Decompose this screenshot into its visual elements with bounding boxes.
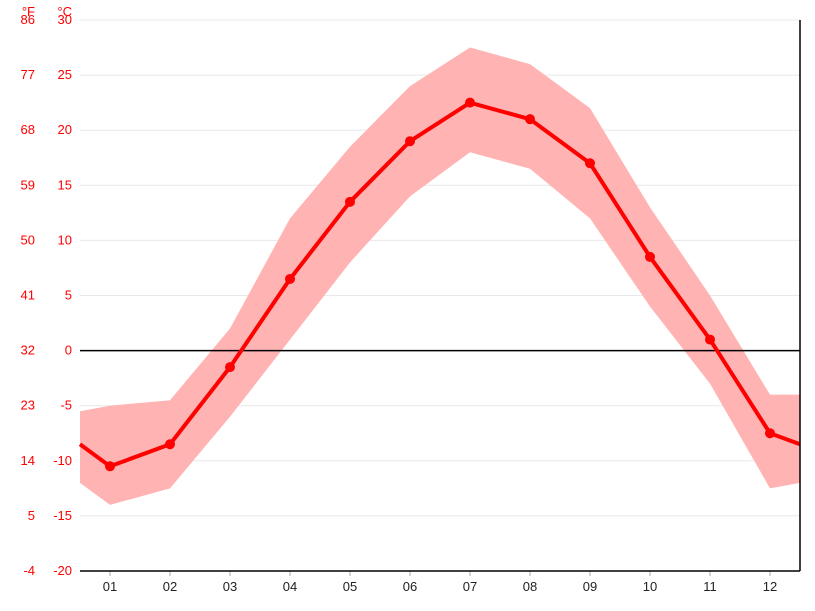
- data-point: [285, 274, 295, 284]
- data-point: [165, 439, 175, 449]
- y-tick-f: -4: [23, 563, 35, 578]
- y-tick-f: 68: [21, 122, 35, 137]
- data-point: [645, 252, 655, 262]
- y-tick-f: 5: [28, 508, 35, 523]
- x-tick: 05: [343, 579, 357, 594]
- y-tick-c: 25: [58, 67, 72, 82]
- data-point: [405, 136, 415, 146]
- data-point: [465, 98, 475, 108]
- temperature-chart: -20-15-10-5051015202530-4514233241505968…: [0, 0, 815, 611]
- y-tick-c: -15: [53, 508, 72, 523]
- y-tick-c: 15: [58, 177, 72, 192]
- y-tick-f: 32: [21, 343, 35, 358]
- y-tick-f: 41: [21, 288, 35, 303]
- x-tick: 09: [583, 579, 597, 594]
- data-point: [345, 197, 355, 207]
- y-tick-c: 20: [58, 122, 72, 137]
- chart-svg: -20-15-10-5051015202530-4514233241505968…: [0, 0, 815, 611]
- x-tick: 03: [223, 579, 237, 594]
- data-point: [225, 362, 235, 372]
- y-tick-c: 10: [58, 232, 72, 247]
- x-tick: 12: [763, 579, 777, 594]
- x-tick: 07: [463, 579, 477, 594]
- x-tick: 04: [283, 579, 297, 594]
- x-tick: 08: [523, 579, 537, 594]
- y-tick-c: 0: [65, 343, 72, 358]
- unit-f: °F: [22, 4, 35, 19]
- data-point: [705, 335, 715, 345]
- y-tick-f: 77: [21, 67, 35, 82]
- data-point: [105, 461, 115, 471]
- y-tick-f: 50: [21, 232, 35, 247]
- data-point: [765, 428, 775, 438]
- y-tick-c: -10: [53, 453, 72, 468]
- x-tick: 01: [103, 579, 117, 594]
- y-tick-f: 14: [21, 453, 35, 468]
- data-point: [525, 114, 535, 124]
- y-tick-c: -20: [53, 563, 72, 578]
- data-point: [585, 158, 595, 168]
- y-tick-f: 23: [21, 398, 35, 413]
- x-tick: 10: [643, 579, 657, 594]
- x-tick: 11: [703, 579, 717, 594]
- temperature-band: [80, 48, 800, 505]
- y-tick-f: 59: [21, 177, 35, 192]
- y-tick-c: 5: [65, 288, 72, 303]
- x-tick: 02: [163, 579, 177, 594]
- unit-c: °C: [57, 4, 72, 19]
- y-tick-c: -5: [60, 398, 72, 413]
- x-tick: 06: [403, 579, 417, 594]
